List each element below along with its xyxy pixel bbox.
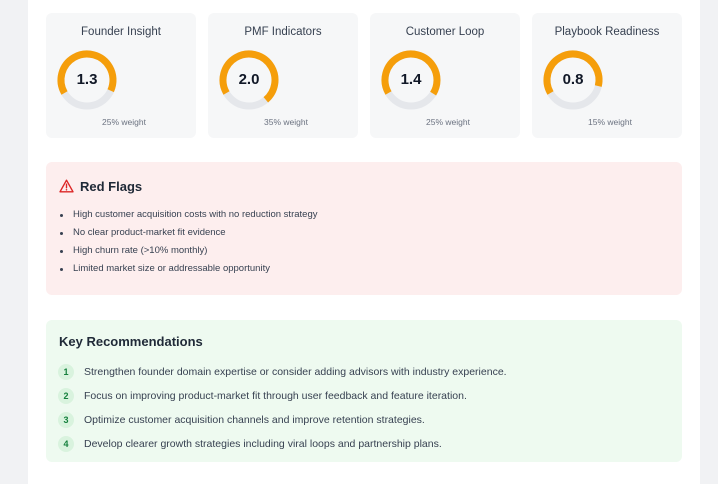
gauge-fill-arc <box>543 50 603 110</box>
metric-card-playbook-readiness: Playbook Readiness 0.8 15% weight <box>532 13 682 138</box>
recommendation-item: 1 Strengthen founder domain expertise or… <box>58 360 507 384</box>
recommendation-text: Focus on improving product-market fit th… <box>84 390 467 402</box>
red-flag-item: High churn rate (>10% monthly) <box>59 242 317 260</box>
score-gauge <box>381 50 441 110</box>
recommendation-item: 3 Optimize customer acquisition channels… <box>58 408 507 432</box>
metric-score: 0.8 <box>562 71 584 88</box>
recommendation-text: Optimize customer acquisition channels a… <box>84 414 425 426</box>
score-gauge <box>57 50 117 110</box>
metric-title: Customer Loop <box>405 26 485 38</box>
red-flag-item: No clear product-market fit evidence <box>59 224 317 242</box>
recommendation-number-badge: 2 <box>58 388 74 404</box>
warning-triangle-icon <box>59 179 74 193</box>
metric-title: PMF Indicators <box>244 26 322 38</box>
recommendations-title: Key Recommendations <box>59 334 203 349</box>
metric-title: Playbook Readiness <box>554 26 660 38</box>
red-flags-header: Red Flags <box>59 178 142 194</box>
red-flags-list: High customer acquisition costs with no … <box>59 206 317 278</box>
metric-weight: 25% weight <box>102 117 146 127</box>
metric-card-customer-loop: Customer Loop 1.4 25% weight <box>370 13 520 138</box>
metric-score: 1.3 <box>76 71 98 88</box>
report-panel: Founder Insight 1.3 25% weight PMF Indic… <box>28 0 700 484</box>
gauge-fill-arc <box>381 50 441 110</box>
red-flag-item: Limited market size or addressable oppor… <box>59 260 317 278</box>
gauge-fill-arc <box>219 50 279 110</box>
metric-cards: Founder Insight 1.3 25% weight PMF Indic… <box>46 13 682 138</box>
recommendations-panel: Key Recommendations 1 Strengthen founder… <box>46 320 682 462</box>
score-gauge <box>219 50 279 110</box>
metric-title: Founder Insight <box>81 26 161 38</box>
metric-weight: 25% weight <box>426 117 470 127</box>
recommendation-text: Strengthen founder domain expertise or c… <box>84 366 507 378</box>
metric-card-pmf-indicators: PMF Indicators 2.0 35% weight <box>208 13 358 138</box>
red-flags-title: Red Flags <box>80 178 143 194</box>
recommendation-item: 2 Focus on improving product-market fit … <box>58 384 507 408</box>
recommendation-text: Develop clearer growth strategies includ… <box>84 438 442 450</box>
recommendation-number-badge: 4 <box>58 436 74 452</box>
metric-score: 1.4 <box>400 71 422 88</box>
score-gauge <box>543 50 603 110</box>
recommendation-number-badge: 3 <box>58 412 74 428</box>
red-flags-panel: Red Flags High customer acquisition cost… <box>46 162 682 295</box>
metric-weight: 15% weight <box>588 117 632 127</box>
recommendation-item: 4 Develop clearer growth strategies incl… <box>58 432 507 456</box>
gauge-fill-arc <box>57 50 117 110</box>
red-flag-item: High customer acquisition costs with no … <box>59 206 317 224</box>
recommendations-list: 1 Strengthen founder domain expertise or… <box>58 360 507 456</box>
metric-score: 2.0 <box>238 71 260 88</box>
metric-weight: 35% weight <box>264 117 308 127</box>
recommendation-number-badge: 1 <box>58 364 74 380</box>
metric-card-founder-insight: Founder Insight 1.3 25% weight <box>46 13 196 138</box>
